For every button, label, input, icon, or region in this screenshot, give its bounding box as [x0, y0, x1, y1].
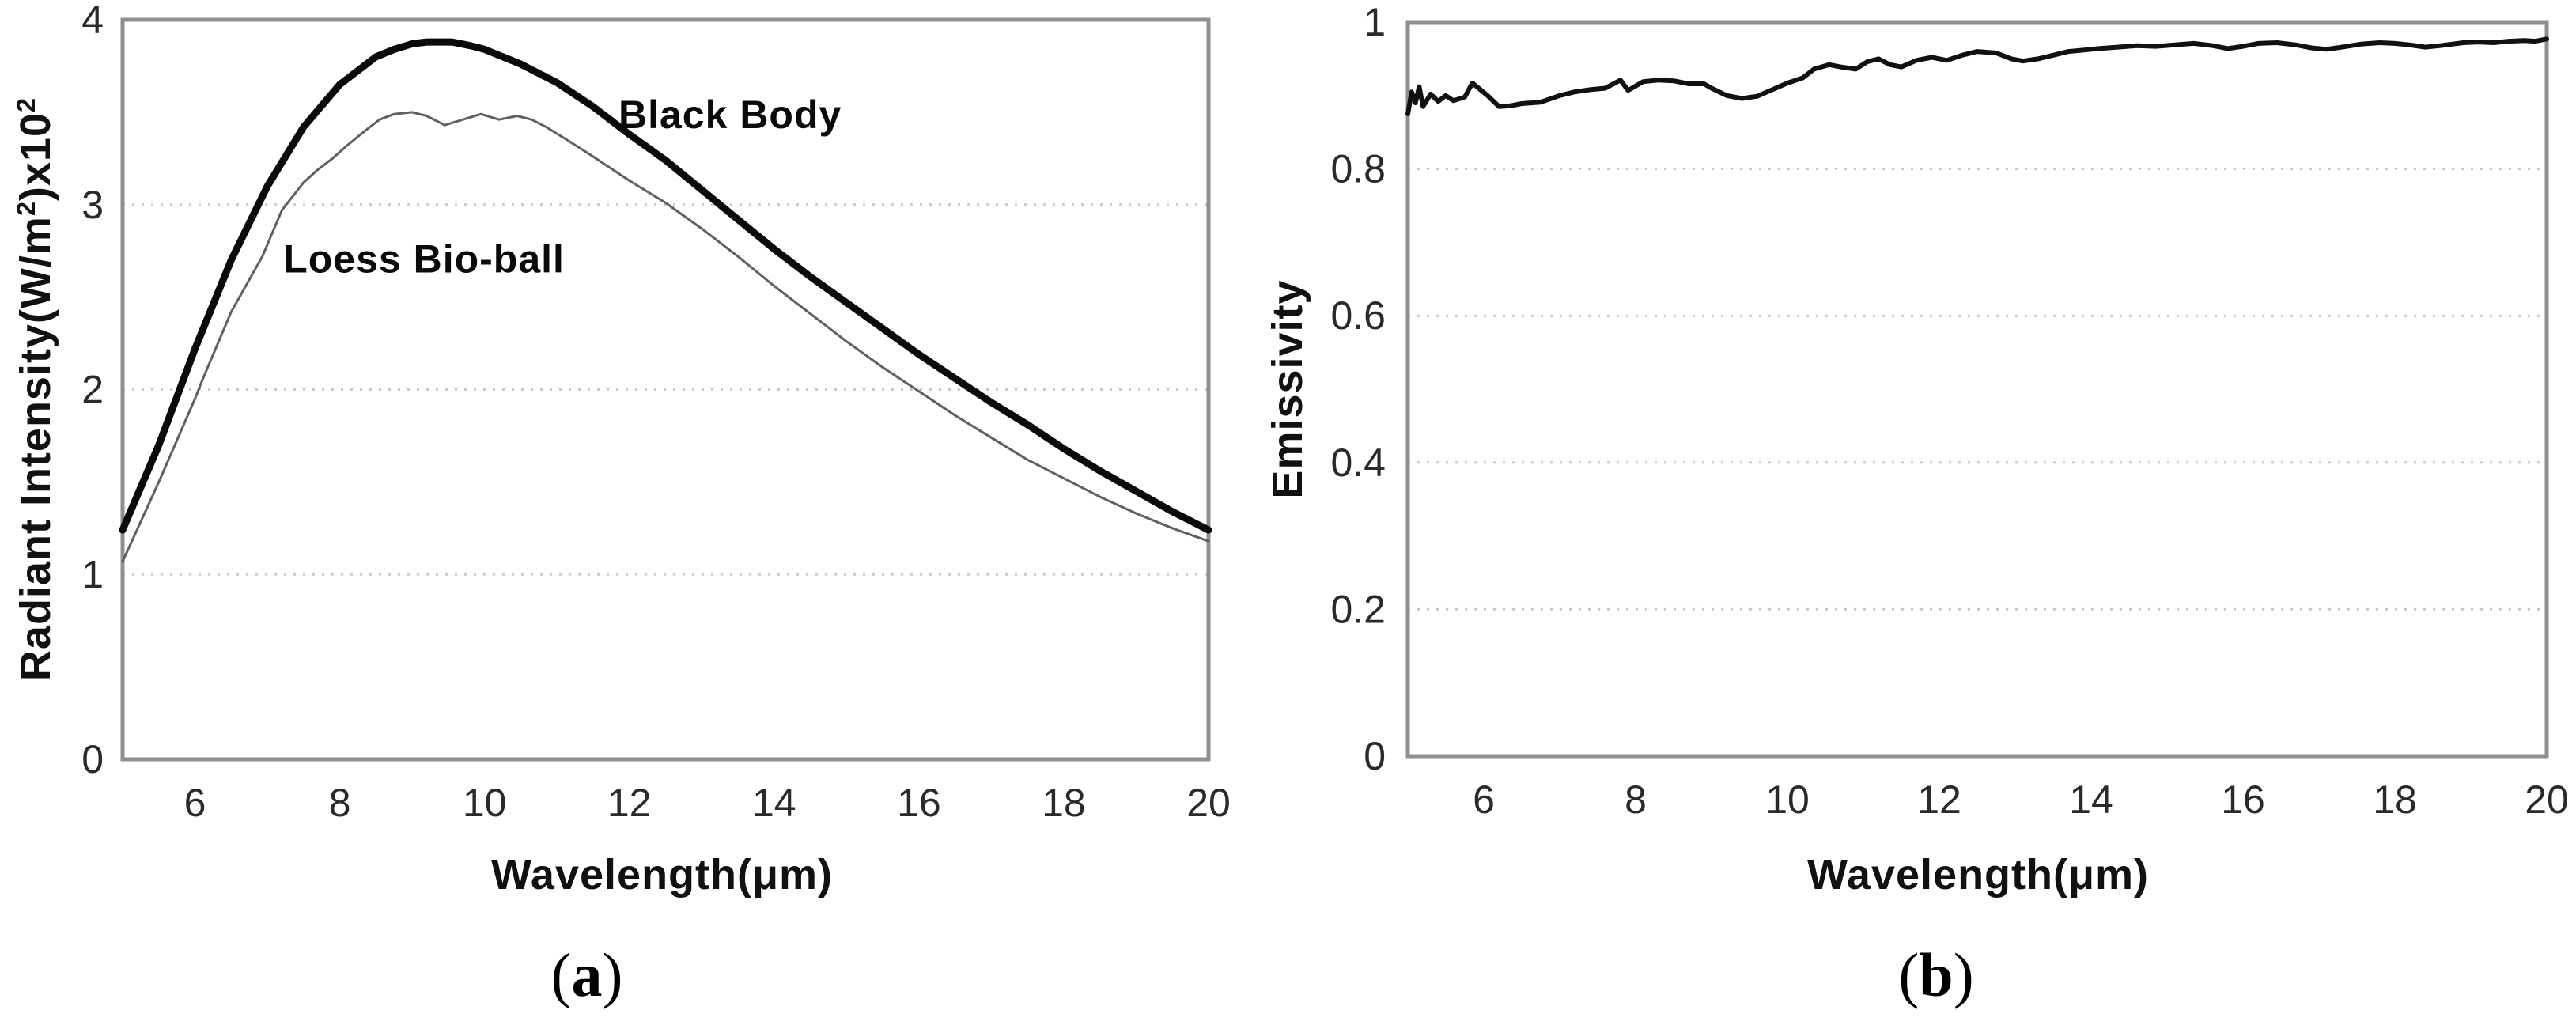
x-tick-label: 10: [463, 781, 507, 825]
y-tick-label: 1: [1364, 0, 1386, 44]
caption-paren-close: ): [1953, 940, 1974, 1009]
plot-border: [120, 17, 1211, 762]
y-tick-label: 4: [81, 0, 104, 42]
y-tick-label: 0: [1364, 734, 1386, 778]
caption-paren-open: (: [550, 940, 572, 1009]
x-tick-label: 6: [1473, 777, 1495, 822]
y-tick-label: 0: [81, 737, 104, 781]
y-tick-label: 0.4: [1330, 441, 1386, 485]
x-tick-label: 10: [1765, 777, 1810, 822]
x-axis-label-wavelength-b: Wavelength(μm): [1806, 851, 2150, 898]
y-tick-label: 2: [81, 368, 104, 412]
y-axis-label-emissivity: Emissivity: [1264, 279, 1311, 499]
x-tick-label: 12: [1917, 777, 1961, 822]
y-tick-label: 3: [81, 183, 104, 227]
x-tick-label: 8: [1625, 777, 1647, 822]
y-tick-label: 0.6: [1330, 293, 1386, 338]
caption-b: (b): [1898, 940, 1973, 1011]
series-annotation-loess-bio-ball: Loess Bio-ball: [283, 237, 565, 282]
x-tick-label: 16: [897, 781, 941, 825]
x-tick-label: 18: [2373, 777, 2417, 822]
x-tick-label: 14: [2069, 777, 2113, 822]
x-tick-label: 14: [752, 781, 796, 825]
caption-letter: a: [571, 940, 603, 1009]
y-tick-label: 0.8: [1330, 147, 1386, 191]
y-axis-label-radiant-intensity: Radiant Intensity(W/m2)x102: [11, 97, 60, 681]
series-annotation-black-body: Black Body: [618, 93, 842, 137]
x-axis-label-wavelength-a: Wavelength(μm): [490, 851, 834, 898]
x-tick-label: 18: [1042, 781, 1086, 825]
x-tick-label: 8: [329, 781, 351, 825]
series-black-body: [119, 38, 1212, 534]
y-axis-label-text: )x10: [12, 112, 59, 202]
series-loess-bio-ball-emissivity: [1405, 36, 2549, 116]
x-tick-label: 12: [607, 781, 652, 825]
caption-letter: b: [1919, 940, 1954, 1009]
series-loess-bio-ball: [121, 111, 1210, 563]
caption-a: (a): [551, 940, 623, 1011]
superscript: 2: [12, 96, 40, 112]
y-tick-label: 1: [81, 552, 104, 596]
x-tick-label: 6: [184, 781, 206, 825]
y-tick-label: 0.2: [1330, 587, 1386, 631]
y-axis-label-text: Radiant Intensity(W/m: [12, 216, 59, 682]
plot-border: [1405, 20, 2549, 759]
caption-paren-open: (: [1898, 940, 1920, 1009]
superscript: 2: [12, 201, 40, 217]
caption-paren-close: ): [602, 940, 623, 1009]
x-tick-label: 20: [1186, 781, 1231, 825]
x-tick-label: 20: [2525, 777, 2569, 822]
x-tick-label: 16: [2221, 777, 2265, 822]
